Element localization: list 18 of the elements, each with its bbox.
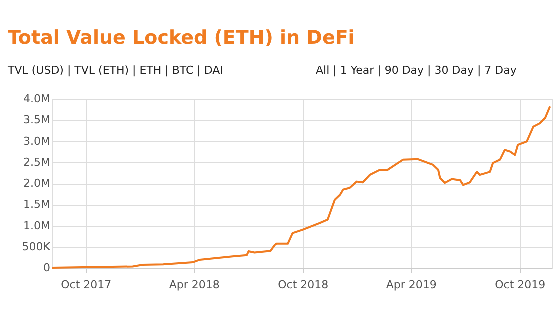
y-tick-label: 4.0M [24,92,50,106]
text: All | 1 Year | 90 Day | 30 Day | 7 Day [316,64,518,77]
x-tick-label: Oct 2019 [495,278,546,292]
y-tick-label: 1.0M [24,219,50,232]
y-tick-label: 500K [22,240,52,254]
x-tick-label: Apr 2018 [169,278,220,292]
x-tick-label: Oct 2018 [278,278,329,292]
y-tick-label: 2.0M [24,177,50,190]
x-tick-label: Apr 2019 [386,278,437,292]
line-series [51,106,552,269]
y-tick-label: 3.0M [24,134,50,148]
y-tick-label: 3.5M [24,114,50,127]
x-tick-label: Oct 2017 [61,278,112,292]
text: TVL (USD) | TVL (ETH) | ETH | BTC | DAI [7,64,224,77]
chart-title: Total Value Locked (ETH) in DeFi [8,27,355,49]
y-tick-label: 2.5M [24,156,50,169]
y-tick-label: 1.5M [24,198,50,212]
y-tick-label: 0 [44,262,50,274]
